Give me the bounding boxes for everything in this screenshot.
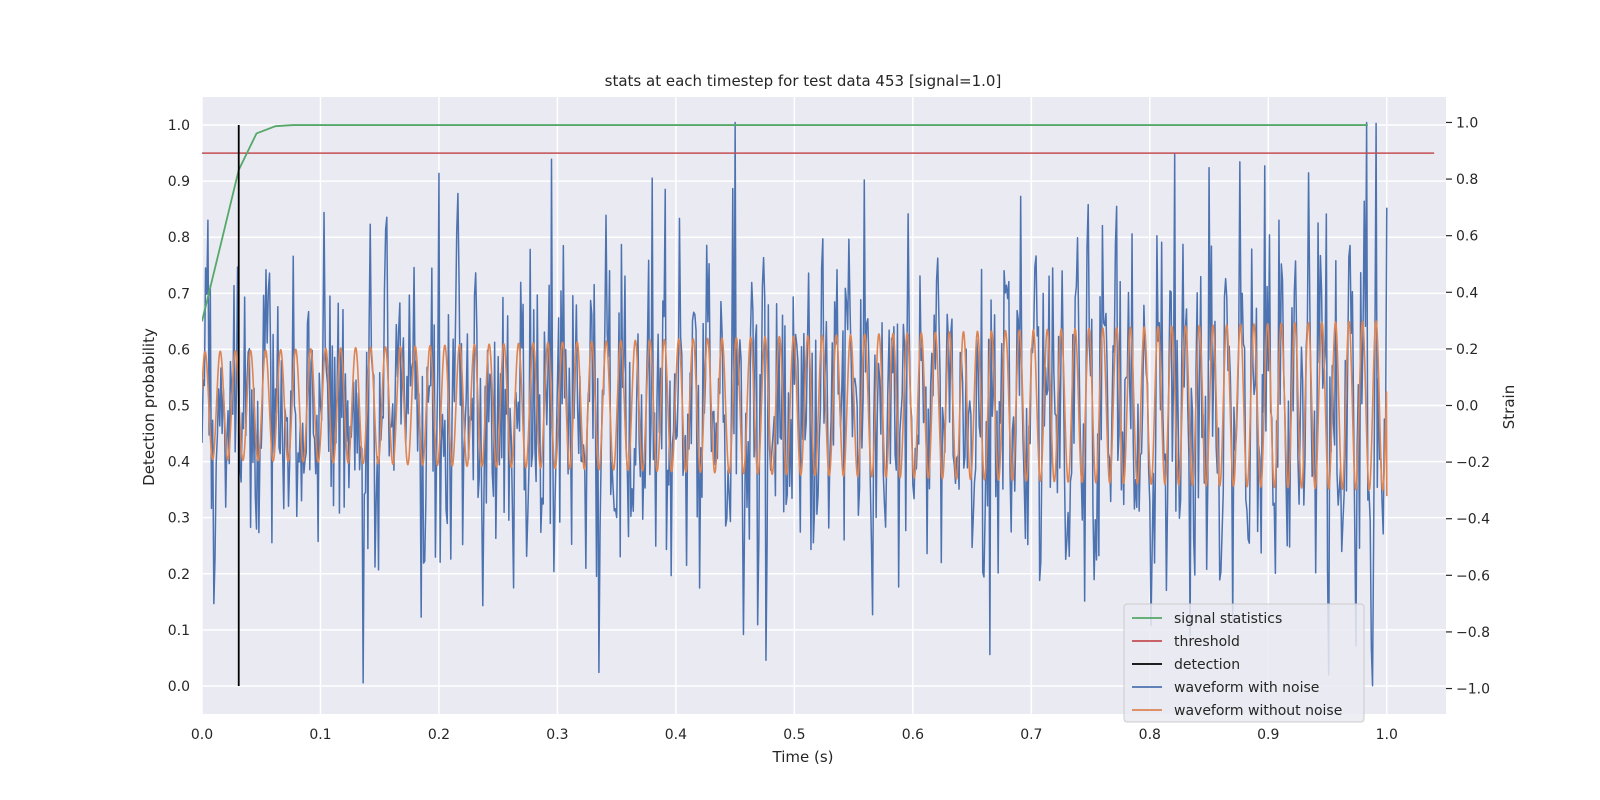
right-y-axis-label: Strain bbox=[1500, 385, 1518, 429]
left-y-tick-label: 0.8 bbox=[168, 230, 190, 246]
series-waveform-without-noise bbox=[202, 320, 1388, 497]
x-tick-label: 0.0 bbox=[191, 727, 213, 743]
right-y-tick-label: −0.8 bbox=[1456, 625, 1490, 641]
right-y-tick-label: 0.8 bbox=[1456, 172, 1478, 188]
right-y-tick-label: 0.2 bbox=[1456, 342, 1478, 358]
left-y-axis-ticks: 0.0 0.1 0.2 0.3 0.4 0.5 0.6 0.7 0.8 0.9 1.0 bbox=[168, 118, 190, 695]
left-y-tick-label: 0.4 bbox=[168, 455, 190, 471]
legend-entry: detection bbox=[1174, 657, 1240, 673]
right-y-tick-label: 0.6 bbox=[1456, 229, 1478, 245]
legend-entry: threshold bbox=[1174, 634, 1240, 650]
x-axis-ticks: 0.0 0.1 0.2 0.3 0.4 0.5 0.6 0.7 0.8 0.9 1.0 bbox=[191, 727, 1398, 743]
left-y-tick-label: 0.7 bbox=[168, 286, 190, 302]
left-y-tick-label: 0.9 bbox=[168, 174, 190, 190]
left-y-tick-label: 0.2 bbox=[168, 567, 190, 583]
x-tick-label: 0.2 bbox=[428, 727, 450, 743]
x-tick-label: 0.4 bbox=[665, 727, 687, 743]
legend-entry: waveform with noise bbox=[1174, 680, 1319, 696]
left-y-tick-label: 0.1 bbox=[168, 623, 190, 639]
left-y-tick-label: 0.0 bbox=[168, 679, 190, 695]
legend: signal statistics threshold detection wavef… bbox=[1123, 603, 1365, 723]
left-y-tick-label: 1.0 bbox=[168, 118, 190, 134]
right-y-tick-label: 1.0 bbox=[1456, 115, 1478, 131]
series-waveform-with-noise bbox=[202, 121, 1388, 687]
x-tick-label: 0.6 bbox=[902, 727, 924, 743]
chart-title: stats at each timestep for test data 453… bbox=[605, 72, 1002, 90]
right-y-tick-label: 0.4 bbox=[1456, 285, 1478, 301]
right-y-axis-ticks: −1.0 −0.8 −0.6 −0.4 −0.2 0.0 0.2 0.4 0.6 0.8 1.0 bbox=[1446, 115, 1490, 698]
left-y-tick-label: 0.6 bbox=[168, 342, 190, 358]
left-y-tick-label: 0.5 bbox=[168, 399, 190, 415]
right-y-tick-label: −0.4 bbox=[1456, 512, 1490, 528]
x-tick-label: 0.9 bbox=[1257, 727, 1279, 743]
x-tick-label: 0.1 bbox=[309, 727, 331, 743]
x-tick-label: 0.3 bbox=[546, 727, 568, 743]
x-tick-label: 0.8 bbox=[1139, 727, 1161, 743]
left-y-tick-label: 0.3 bbox=[168, 511, 190, 527]
legend-entry: signal statistics bbox=[1174, 611, 1282, 627]
right-y-tick-label: 0.0 bbox=[1456, 399, 1478, 415]
left-y-axis-label: Detection probability bbox=[140, 328, 158, 486]
plot-series bbox=[202, 121, 1435, 687]
right-y-tick-label: −1.0 bbox=[1456, 682, 1490, 698]
right-y-tick-label: −0.2 bbox=[1456, 455, 1490, 471]
series-signal-statistics bbox=[202, 124, 1368, 322]
x-tick-label: 0.7 bbox=[1020, 727, 1042, 743]
x-axis-label: Time (s) bbox=[772, 748, 834, 766]
legend-entry: waveform without noise bbox=[1174, 703, 1342, 719]
x-tick-label: 0.5 bbox=[783, 727, 805, 743]
legend-box bbox=[1123, 603, 1365, 723]
right-y-tick-label: −0.6 bbox=[1456, 568, 1490, 584]
x-tick-label: 1.0 bbox=[1376, 727, 1398, 743]
